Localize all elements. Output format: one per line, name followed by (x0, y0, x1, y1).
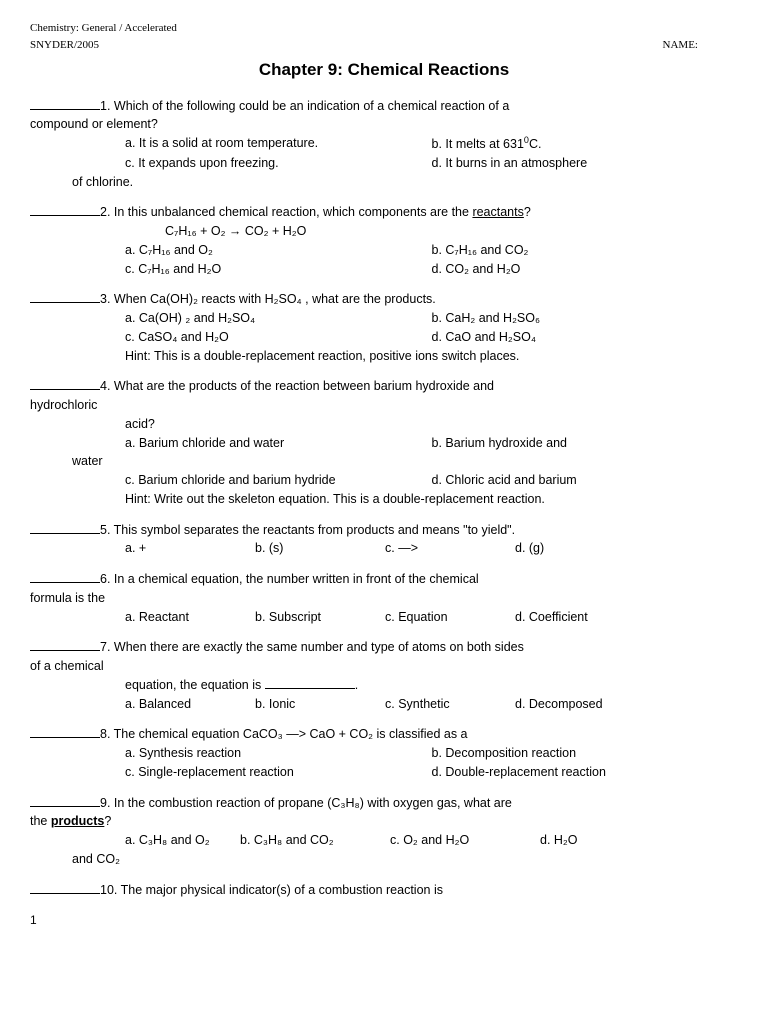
q6-b: b. Subscript (255, 608, 385, 627)
page-title: Chapter 9: Chemical Reactions (30, 57, 738, 83)
q9-tail: and CO₂ (72, 850, 738, 869)
q5-b: b. (s) (255, 539, 385, 558)
q3-text: 3. When Ca(OH)₂ reacts with H₂SO₄ , what… (100, 292, 436, 306)
q6-a: a. Reactant (125, 608, 255, 627)
name-label: NAME: (663, 37, 698, 54)
q2-a: a. C₇H₁₆ and O₂ (125, 241, 432, 260)
q8-text: 8. The chemical equation CaCO₃ —> CaO + … (100, 727, 468, 741)
q8-d: d. Double-replacement reaction (432, 763, 739, 782)
answer-blank-9[interactable] (30, 795, 100, 807)
q9-text1: 9. In the combustion reaction of propane… (100, 796, 512, 810)
question-5: 5. This symbol separates the reactants f… (30, 521, 738, 559)
q8-a: a. Synthesis reaction (125, 744, 432, 763)
q7-a: a. Balanced (125, 695, 255, 714)
q4-hint: Hint: Write out the skeleton equation. T… (125, 490, 738, 509)
q1-a: a. It is a solid at room temperature. (125, 134, 432, 154)
q4-a: a. Barium chloride and water (125, 434, 432, 453)
answer-blank-6[interactable] (30, 571, 100, 583)
q1-text2: compound or element? (30, 117, 158, 131)
q5-a: a. + (125, 539, 255, 558)
q3-b: b. CaH₂ and H₂SO₆ (432, 309, 739, 328)
question-3: 3. When Ca(OH)₂ reacts with H₂SO₄ , what… (30, 290, 738, 365)
header-row2: SNYDER/2005 NAME: (30, 37, 738, 54)
q2-equation: C₇H₁₆ + O₂ → CO₂ + H₂O (165, 222, 738, 241)
q10-text: 10. The major physical indicator(s) of a… (100, 883, 443, 897)
answer-blank-4[interactable] (30, 378, 100, 390)
q7-c: c. Synthetic (385, 695, 515, 714)
question-9: 9. In the combustion reaction of propane… (30, 794, 738, 869)
q6-text1: 6. In a chemical equation, the number wr… (100, 572, 479, 586)
header-teacher: SNYDER/2005 (30, 39, 99, 51)
question-7: 7. When there are exactly the same numbe… (30, 638, 738, 713)
q5-c: c. —> (385, 539, 515, 558)
q6-d: d. Coefficient (515, 608, 645, 627)
q6-text2: formula is the (30, 591, 105, 605)
q9-text2: the products? (30, 814, 111, 828)
q2-d: d. CO₂ and H₂O (432, 260, 739, 279)
q6-c: c. Equation (385, 608, 515, 627)
q7-d: d. Decomposed (515, 695, 645, 714)
q7-text3: equation, the equation is . (125, 676, 738, 695)
q7-text1: 7. When there are exactly the same numbe… (100, 640, 524, 654)
q4-text3: acid? (125, 415, 738, 434)
q1-tail: of chlorine. (72, 173, 738, 192)
q3-hint: Hint: This is a double-replacement react… (125, 347, 738, 366)
question-2: 2. In this unbalanced chemical reaction,… (30, 203, 738, 278)
question-8: 8. The chemical equation CaCO₃ —> CaO + … (30, 725, 738, 781)
q9-d: d. H₂O (540, 831, 620, 850)
question-10: 10. The major physical indicator(s) of a… (30, 881, 738, 900)
q2-c: c. C₇H₁₆ and H₂O (125, 260, 432, 279)
page-number: 1 (30, 911, 738, 929)
q5-text: 5. This symbol separates the reactants f… (100, 523, 515, 537)
answer-blank-3[interactable] (30, 291, 100, 303)
header-course: Chemistry: General / Accelerated (30, 20, 738, 37)
q4-c: c. Barium chloride and barium hydride (125, 471, 432, 490)
q4-btail: water (72, 452, 738, 471)
q4-text2: hydrochloric (30, 398, 97, 412)
q3-a: a. Ca(OH) ₂ and H₂SO₄ (125, 309, 432, 328)
answer-blank-10[interactable] (30, 882, 100, 894)
q7-blank[interactable] (265, 677, 355, 689)
q1-b: b. It melts at 6310C. (432, 134, 739, 154)
question-6: 6. In a chemical equation, the number wr… (30, 570, 738, 626)
q4-b: b. Barium hydroxide and (432, 434, 739, 453)
question-1: 1. Which of the following could be an in… (30, 97, 738, 192)
q8-b: b. Decomposition reaction (432, 744, 739, 763)
q7-b: b. Ionic (255, 695, 385, 714)
q4-text1: 4. What are the products of the reaction… (100, 379, 494, 393)
q9-b: b. C₃H₈ and CO₂ (240, 831, 390, 850)
q7-text2: of a chemical (30, 659, 104, 673)
q8-c: c. Single-replacement reaction (125, 763, 432, 782)
answer-blank-1[interactable] (30, 98, 100, 110)
answer-blank-8[interactable] (30, 726, 100, 738)
q4-d: d. Chloric acid and barium (432, 471, 739, 490)
q5-d: d. (g) (515, 539, 645, 558)
q1-c: c. It expands upon freezing. (125, 154, 432, 173)
q2-b: b. C₇H₁₆ and CO₂ (432, 241, 739, 260)
answer-blank-7[interactable] (30, 639, 100, 651)
q1-d: d. It burns in an atmosphere (432, 154, 739, 173)
q3-c: c. CaSO₄ and H₂O (125, 328, 432, 347)
q2-text: 2. In this unbalanced chemical reaction,… (100, 205, 531, 219)
q9-a: a. C₃H₈ and O₂ (125, 831, 240, 850)
answer-blank-2[interactable] (30, 204, 100, 216)
answer-blank-5[interactable] (30, 522, 100, 534)
question-4: 4. What are the products of the reaction… (30, 377, 738, 508)
q9-c: c. O₂ and H₂O (390, 831, 540, 850)
q3-d: d. CaO and H₂SO₄ (432, 328, 739, 347)
q1-text1: 1. Which of the following could be an in… (100, 99, 509, 113)
